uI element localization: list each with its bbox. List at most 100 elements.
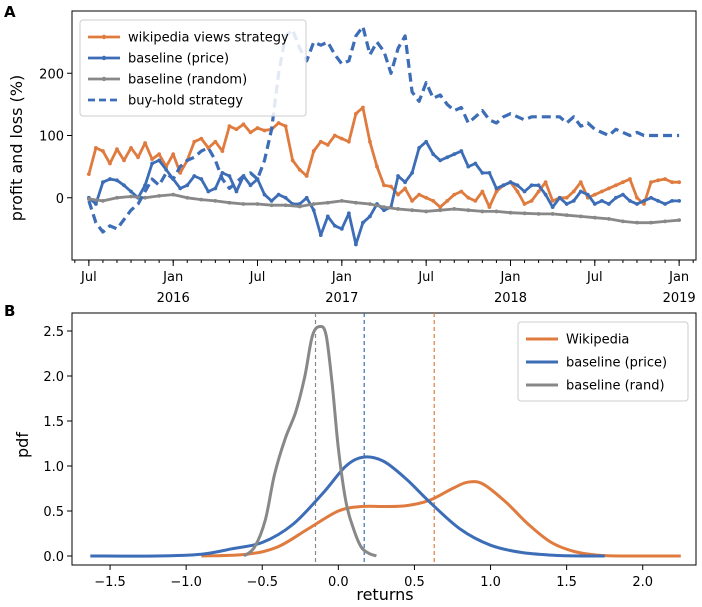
panel-b-legend-box xyxy=(517,321,689,402)
panel-a-point xyxy=(297,204,302,209)
panel-a-point xyxy=(508,180,513,185)
panel-a-xtick-year: 2017 xyxy=(325,291,358,306)
panel-a-point xyxy=(255,202,260,206)
panel-a-point xyxy=(368,214,372,219)
panel-a-point xyxy=(241,122,246,127)
panel-a-point xyxy=(522,189,527,194)
panel-a-point xyxy=(185,195,190,200)
panel-a-point xyxy=(382,183,386,188)
panel-a-point xyxy=(642,198,646,203)
panel-a-point xyxy=(550,212,555,216)
panel-a-point xyxy=(522,202,527,206)
panel-a-point xyxy=(592,192,597,197)
panel-a-point xyxy=(550,198,555,203)
panel-b-xtick-label: 2.0 xyxy=(632,575,653,590)
panel-a-point xyxy=(522,211,527,216)
panel-a-point xyxy=(150,161,155,166)
panel-a-point xyxy=(192,174,197,178)
panel-a-legend-label: baseline (random) xyxy=(128,73,247,88)
panel-a-point xyxy=(452,192,457,197)
panel-a-point xyxy=(206,189,211,194)
panel-a-point xyxy=(157,152,162,157)
panel-a-point xyxy=(325,200,330,205)
panel-a-legend-label: buy-hold strategy xyxy=(128,94,243,109)
panel-a-point xyxy=(199,136,204,141)
panel-a-point xyxy=(93,202,98,206)
panel-a-point xyxy=(515,189,520,194)
panel-a-point xyxy=(459,149,464,153)
panel-a-point xyxy=(220,170,225,175)
panel-a-point xyxy=(494,189,499,194)
panel-a-point xyxy=(213,139,218,144)
panel-a-xtick-year: 2019 xyxy=(663,291,696,306)
panel-a-point xyxy=(115,178,119,183)
panel-a-point xyxy=(192,139,197,144)
panel-a-point xyxy=(297,167,302,172)
panel-b-ytick-label: 2.0 xyxy=(43,370,64,385)
panel-a-point xyxy=(529,183,534,188)
panel-a-point xyxy=(396,192,400,197)
panel-letter-b: B xyxy=(4,302,15,320)
panel-a-point xyxy=(663,177,667,181)
panel-b-ytick-label: 0.5 xyxy=(43,505,64,520)
panel-a-xtick-label: Jan xyxy=(331,270,352,285)
panel-a-point xyxy=(213,198,218,203)
panel-a-point xyxy=(459,189,464,194)
panel-a-point xyxy=(452,152,457,157)
panel-a-point xyxy=(677,180,682,185)
panel-a-point xyxy=(494,186,499,191)
panel-a-xtick-label: Jul xyxy=(586,270,603,285)
panel-a-point xyxy=(304,195,309,200)
panel-a-point xyxy=(122,158,126,163)
panel-a-point xyxy=(227,200,232,205)
panel-a-point xyxy=(206,146,211,150)
panel-a-point xyxy=(136,155,140,160)
panel-a-point xyxy=(101,149,105,153)
panel-b-xtick-label: 1.5 xyxy=(556,575,577,590)
panel-a-point xyxy=(677,218,682,223)
panel-a-point xyxy=(501,183,506,188)
panel-a-point xyxy=(543,192,548,197)
panel-a-point xyxy=(564,202,569,206)
panel-a-point xyxy=(649,195,653,200)
panel-b-xtick-label: 1.0 xyxy=(480,575,501,590)
panel-a-point xyxy=(332,223,337,228)
panel-a-point xyxy=(508,210,513,215)
panel-b-series-1 xyxy=(90,455,605,558)
panel-a-point xyxy=(424,195,429,200)
panel-a-point xyxy=(621,180,625,185)
panel-a-point xyxy=(536,189,541,194)
panel-a-point xyxy=(248,183,253,188)
panel-a-point xyxy=(382,208,386,213)
panel-a-point xyxy=(375,164,379,169)
panel-a-series-1 xyxy=(87,140,680,246)
panel-a-point xyxy=(86,197,91,201)
panel-a-point xyxy=(656,178,660,183)
panel-b-xtick-label: −1.5 xyxy=(94,575,126,590)
panel-a-point xyxy=(649,180,653,185)
panel-a-legend-box xyxy=(79,19,307,117)
panel-a-point xyxy=(445,155,450,160)
panel-b-xtick-label: 0.0 xyxy=(328,575,349,590)
panel-a-legend-label: baseline (price) xyxy=(128,52,229,67)
panel-a-point xyxy=(157,158,162,163)
panel-a-point xyxy=(578,214,583,219)
panel-a-legend-marker xyxy=(101,76,107,82)
panel-a-point xyxy=(269,203,274,208)
panel-a-point xyxy=(466,164,471,169)
panel-a-point xyxy=(318,139,323,144)
panel-a-point xyxy=(536,212,541,216)
panel-a-point xyxy=(283,203,288,208)
panel-a-point xyxy=(628,177,632,181)
panel-a-legend-marker xyxy=(101,34,107,40)
panel-a-point xyxy=(234,189,239,194)
panel-a-point xyxy=(606,202,611,206)
panel-a-point xyxy=(564,195,569,200)
panel-a-point xyxy=(438,205,443,209)
panel-a-point xyxy=(339,226,344,231)
panel-a-point xyxy=(656,198,660,203)
panel-a-point xyxy=(171,192,176,197)
panel-a-point xyxy=(473,198,478,203)
panel-a-point xyxy=(361,220,365,225)
